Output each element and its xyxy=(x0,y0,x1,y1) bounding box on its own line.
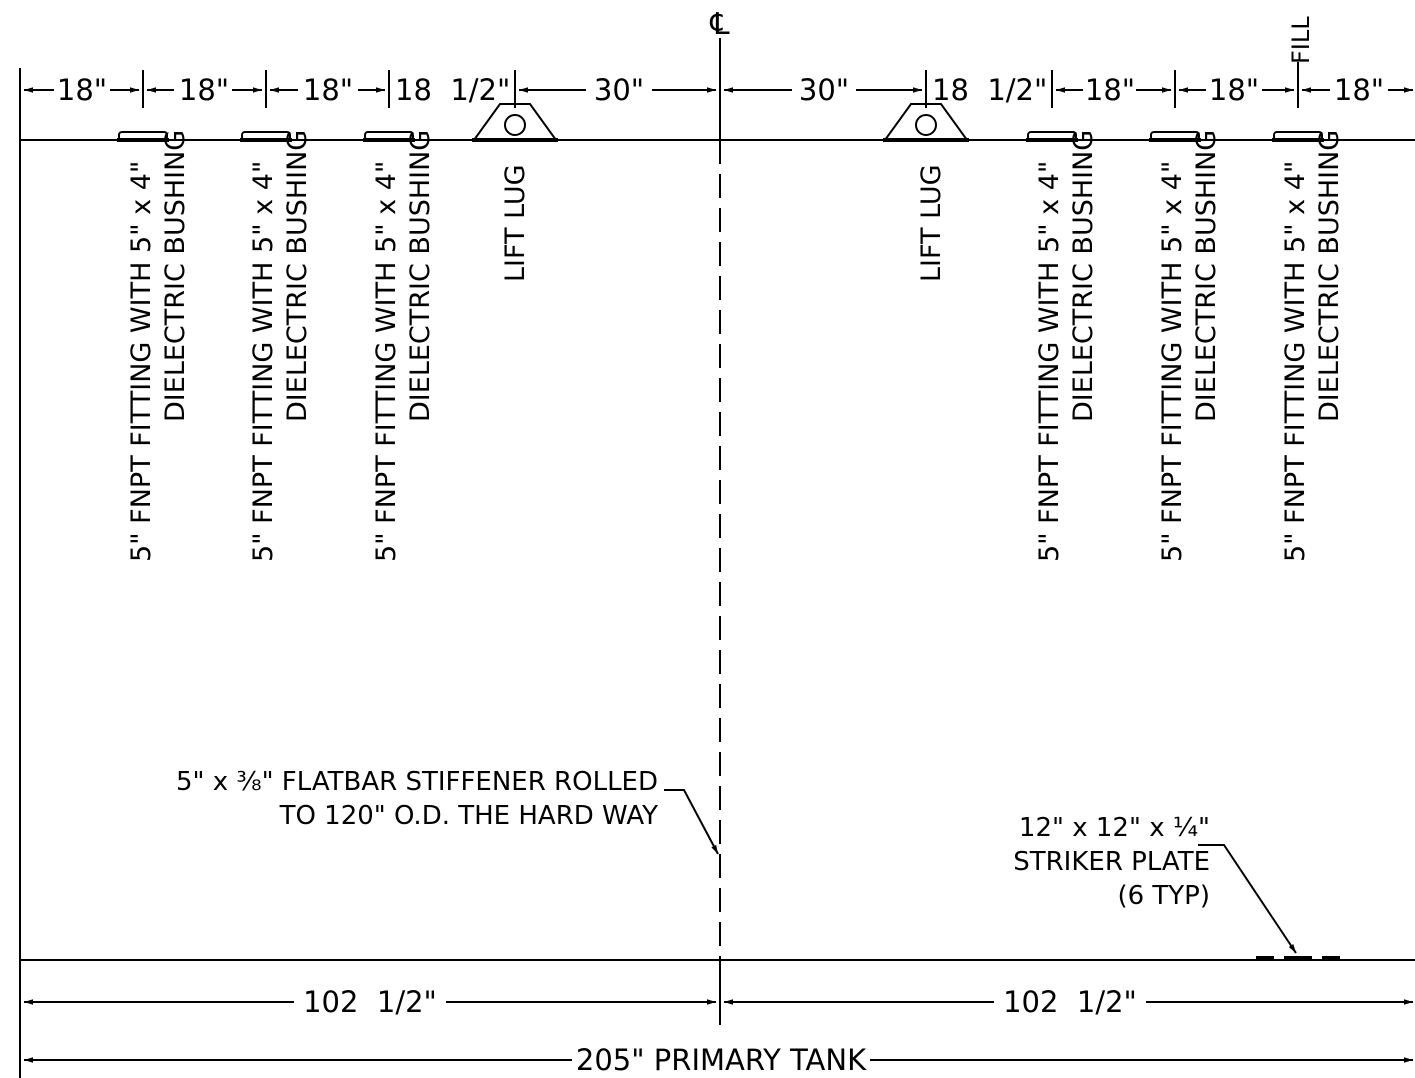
fitting-label-5: 5" FNPT FITTING WITH 5" x 4" DIELECTRIC … xyxy=(1157,130,1222,562)
fitting-label-6-line2: DIELECTRIC BUSHING xyxy=(1314,130,1345,422)
fitting-4 xyxy=(1026,131,1078,142)
fitting-label-2-line1: 5" FNPT FITTING WITH 5" x 4" xyxy=(248,161,279,562)
striker-plate-note: 12" x 12" x ¼" STRIKER PLATE (6 TYP) xyxy=(1013,813,1297,954)
fitting-label-6: 5" FNPT FITTING WITH 5" x 4" DIELECTRIC … xyxy=(1280,130,1345,562)
lift-lug-labels: LIFT LUG LIFT LUG xyxy=(500,164,947,282)
striker-leader xyxy=(1198,844,1297,954)
fitting-label-5-line1: 5" FNPT FITTING WITH 5" x 4" xyxy=(1157,161,1188,562)
fitting-label-3: 5" FNPT FITTING WITH 5" x 4" DIELECTRIC … xyxy=(371,130,436,562)
lift-lug-label-left: LIFT LUG xyxy=(500,164,531,282)
striker-note-line3: (6 TYP) xyxy=(1117,881,1210,911)
fitting-label-3-line1: 5" FNPT FITTING WITH 5" x 4" xyxy=(371,161,402,562)
dim-18-half-right: 18 1/2" xyxy=(932,73,1047,107)
dim-18-4: 18" xyxy=(1085,73,1135,107)
dim-18-6: 18" xyxy=(1334,73,1384,107)
lift-lug-left xyxy=(472,103,558,142)
fitting-label-1: 5" FNPT FITTING WITH 5" x 4" DIELECTRIC … xyxy=(126,130,191,562)
fittings xyxy=(117,131,1324,142)
stiffener-note: 5" x ⅜" FLATBAR STIFFENER ROLLED TO 120"… xyxy=(176,767,719,855)
top-dimension-ticks xyxy=(142,70,1299,108)
fitting-label-1-line1: 5" FNPT FITTING WITH 5" x 4" xyxy=(126,161,157,562)
fitting-label-3-line2: DIELECTRIC BUSHING xyxy=(405,130,436,422)
dim-30-left: 30" xyxy=(594,73,644,107)
dim-18-1: 18" xyxy=(57,73,107,107)
dim-18-5: 18" xyxy=(1209,73,1259,107)
dim-102-half-right: 102 1/2" xyxy=(1003,985,1137,1019)
fitting-label-4-line1: 5" FNPT FITTING WITH 5" x 4" xyxy=(1034,161,1065,562)
fitting-label-4: 5" FNPT FITTING WITH 5" x 4" DIELECTRIC … xyxy=(1034,130,1099,562)
dim-30-right: 30" xyxy=(799,73,849,107)
stiffener-note-line2: TO 120" O.D. THE HARD WAY xyxy=(279,801,659,831)
stiffener-leader xyxy=(664,789,719,855)
centerline: ℄ xyxy=(709,7,730,1025)
lift-lug-right xyxy=(883,103,969,142)
fitting-1 xyxy=(117,131,169,142)
fitting-label-6-line1: 5" FNPT FITTING WITH 5" x 4" xyxy=(1280,161,1311,562)
lift-lug-label-right: LIFT LUG xyxy=(916,164,947,282)
dim-18-half-left: 18 1/2" xyxy=(395,73,510,107)
fill-label: FILL xyxy=(1287,16,1315,64)
centerline-symbol: ℄ xyxy=(709,7,729,42)
stiffener-note-line1: 5" x ⅜" FLATBAR STIFFENER ROLLED xyxy=(176,767,658,797)
fitting-labels: 5" FNPT FITTING WITH 5" x 4" DIELECTRIC … xyxy=(126,130,1345,562)
dim-18-2: 18" xyxy=(179,73,229,107)
dim-102-half-left: 102 1/2" xyxy=(303,985,437,1019)
lift-lugs xyxy=(472,103,969,142)
fitting-6 xyxy=(1272,131,1324,142)
fitting-label-2: 5" FNPT FITTING WITH 5" x 4" DIELECTRIC … xyxy=(248,130,313,562)
fitting-label-4-line2: DIELECTRIC BUSHING xyxy=(1068,130,1099,422)
fitting-2 xyxy=(240,131,292,142)
striker-note-line1: 12" x 12" x ¼" xyxy=(1019,813,1210,843)
fitting-label-1-line2: DIELECTRIC BUSHING xyxy=(160,130,191,422)
fitting-3 xyxy=(363,131,415,142)
top-dimension-labels: 18" 18" 18" 18 1/2" 30" 30" 18 1/2" 18" … xyxy=(57,73,1384,107)
bottom-dimensions: 102 1/2" 102 1/2" 205" PRIMARY TANK xyxy=(24,985,1413,1077)
dim-overall-primary-tank: 205" PRIMARY TANK xyxy=(576,1043,867,1077)
fitting-label-2-line2: DIELECTRIC BUSHING xyxy=(282,130,313,422)
fitting-5 xyxy=(1149,131,1201,142)
fill-marker: FILL xyxy=(1287,16,1315,70)
striker-note-line2: STRIKER PLATE xyxy=(1013,847,1210,877)
dim-18-3: 18" xyxy=(303,73,353,107)
fitting-label-5-line2: DIELECTRIC BUSHING xyxy=(1191,130,1222,422)
